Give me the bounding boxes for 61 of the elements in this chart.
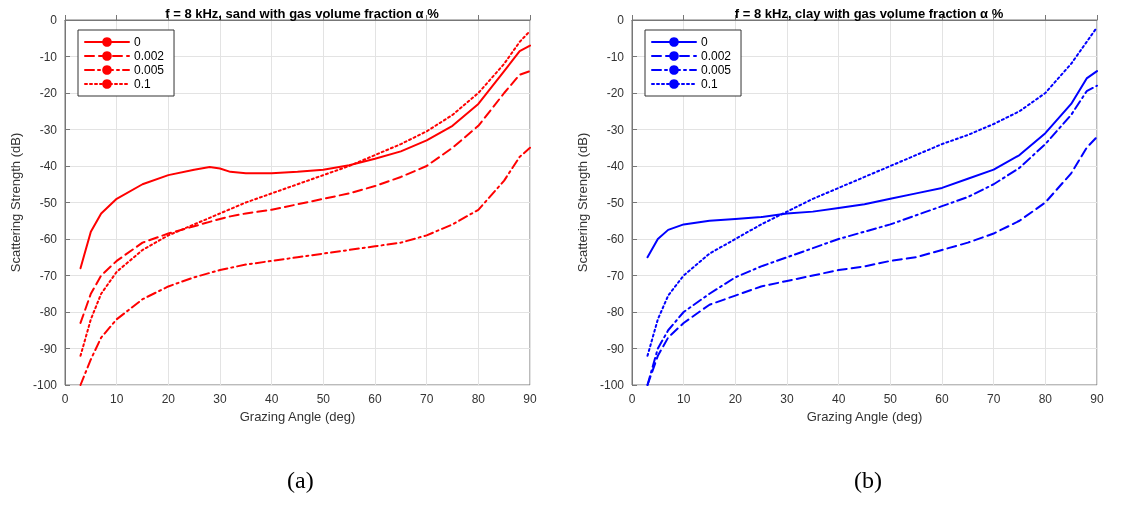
y-tick-label: -20 — [606, 86, 625, 100]
x-tick-label: 60 — [368, 392, 382, 406]
x-tick-label: 10 — [109, 392, 124, 406]
legend-label: 0 — [134, 35, 141, 49]
y-tick-label: -70 — [606, 268, 625, 283]
y-axis-title: Scattering Strength (dB) — [575, 132, 591, 273]
text: (b) — [854, 467, 882, 493]
line-series — [646, 26, 1098, 357]
y-tick-label: 0 — [50, 13, 58, 27]
legend-label: 0.1 — [701, 77, 719, 91]
y-tick-label: -20 — [39, 86, 58, 100]
y-tick-label: -60 — [39, 232, 58, 246]
y-tick-label: -80 — [606, 305, 625, 319]
x-tick-label: 60 — [935, 392, 949, 406]
legend-label: 0.005 — [701, 63, 732, 77]
y-axis-title: Scattering Strength (dB) — [8, 132, 24, 273]
line-series — [79, 146, 531, 386]
chart-title: f = 8 kHz, clay with gas volume fraction α % — [734, 6, 1004, 21]
x-tick-label: 10 — [676, 392, 691, 406]
x-tick-label: 90 — [1090, 392, 1104, 406]
x-tick-label: 70 — [419, 392, 434, 406]
x-tick-label: 40 — [264, 392, 279, 406]
y-tick-label: -80 — [39, 305, 58, 319]
legend-label: 0.1 — [134, 77, 152, 91]
x-tick-label: 20 — [161, 392, 176, 406]
x-tick-label: 0 — [628, 392, 636, 406]
legend-label: 0.005 — [134, 63, 165, 77]
x-tick-label: 30 — [780, 392, 794, 406]
y-tick-label: -90 — [606, 341, 625, 356]
y-tick-label: 0 — [617, 13, 625, 27]
x-tick-label: 70 — [986, 392, 1001, 406]
x-tick-label: 90 — [523, 392, 537, 406]
y-tick-label: -50 — [39, 195, 58, 210]
y-tick-label: -10 — [606, 49, 625, 64]
y-tick-label: -100 — [599, 378, 625, 392]
x-tick-label: 40 — [831, 392, 846, 406]
x-axis-title: Grazing Angle (deg) — [806, 409, 923, 424]
y-tick-label: -100 — [32, 378, 58, 392]
y-tick-label: -70 — [39, 268, 58, 283]
y-tick-label: -90 — [39, 341, 58, 356]
x-tick-label: 80 — [1038, 392, 1053, 406]
y-tick-label: -60 — [606, 232, 625, 246]
x-tick-label: 0 — [61, 392, 69, 406]
x-tick-label: 80 — [471, 392, 486, 406]
text: (a) — [287, 467, 314, 493]
y-tick-label: -10 — [39, 49, 58, 64]
x-axis-title: Grazing Angle (deg) — [239, 409, 356, 424]
line-series — [79, 29, 531, 357]
x-tick-label: 50 — [883, 392, 898, 406]
legend-label: 0 — [701, 35, 708, 49]
y-tick-label: -30 — [39, 122, 58, 137]
legend-label: 0.002 — [134, 49, 165, 63]
x-tick-label: 30 — [213, 392, 227, 406]
y-tick-label: -40 — [39, 159, 58, 173]
y-tick-label: -30 — [606, 122, 625, 137]
y-tick-label: -50 — [606, 195, 625, 210]
y-tick-label: -40 — [606, 159, 625, 173]
legend-label: 0.002 — [701, 49, 732, 63]
x-tick-label: 50 — [316, 392, 331, 406]
chart-title: f = 8 kHz, sand with gas volume fraction α % — [165, 6, 440, 21]
x-tick-label: 20 — [728, 392, 743, 406]
